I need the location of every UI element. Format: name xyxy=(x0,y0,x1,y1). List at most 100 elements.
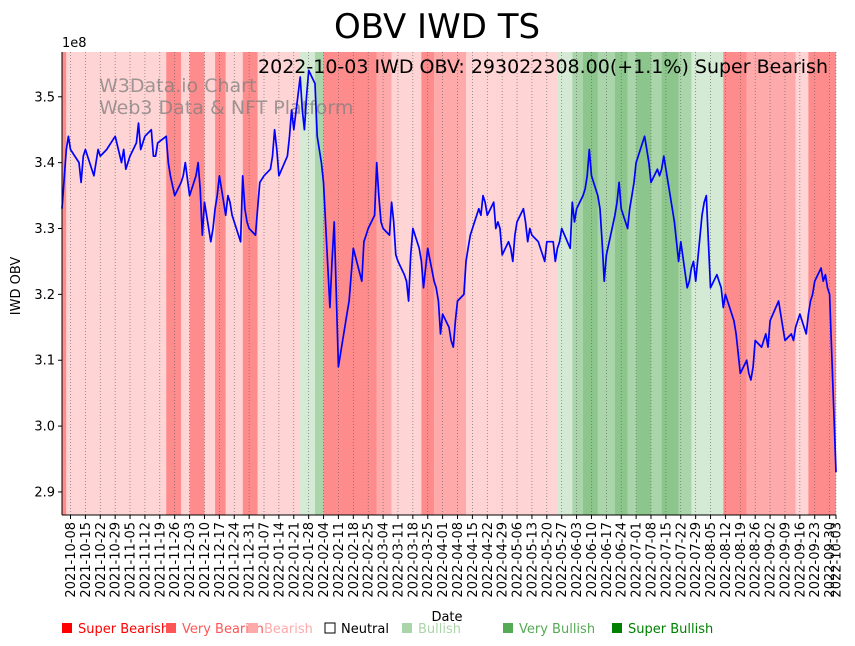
x-tick-label: 2022-05-13 xyxy=(525,522,540,598)
x-tick-label: 2022-06-10 xyxy=(585,522,600,598)
x-tick-label: 2021-10-29 xyxy=(109,522,124,598)
y-axis-label: IWD OBV xyxy=(9,257,24,316)
regime-band xyxy=(376,52,392,515)
x-tick-label: 2021-12-03 xyxy=(183,522,198,598)
regime-band xyxy=(466,52,494,515)
y-scale-label: 1e8 xyxy=(62,36,87,51)
y-tick-label: 3.0 xyxy=(34,420,55,435)
x-tick-label: 2022-08-19 xyxy=(734,522,749,598)
x-tick-label: 2022-04-29 xyxy=(496,522,511,598)
x-tick-label: 2022-06-24 xyxy=(615,522,630,598)
legend-label: Neutral xyxy=(341,622,389,637)
x-ticks: 2021-10-08 2021-10-15 2021-10-22 2021-10-29… xyxy=(64,515,845,598)
x-tick-label: 2021-12-24 xyxy=(228,522,243,598)
x-tick-label: 2022-06-03 xyxy=(570,522,585,598)
y-tick-label: 3.1 xyxy=(34,354,55,369)
y-ticks: 2.9 3.0 3.1 3.2 3.3 3.4 3.5 xyxy=(34,90,62,500)
x-tick-label: 2022-09-16 xyxy=(793,522,808,598)
regime-band xyxy=(795,52,809,515)
legend-swatch xyxy=(166,623,176,633)
regime-band xyxy=(215,52,226,515)
latest-value-annotation: 2022-10-03 IWD OBV: 293022308.00(+1.1%) … xyxy=(258,56,828,78)
x-tick-label: 2022-09-30 xyxy=(823,522,838,598)
x-axis-label: Date xyxy=(431,610,462,625)
x-tick-label: 2022-01-28 xyxy=(302,522,317,598)
regime-band xyxy=(636,52,652,515)
regime-band xyxy=(62,52,67,515)
x-tick-label: 2022-07-15 xyxy=(659,522,674,598)
regime-band xyxy=(678,52,692,515)
x-tick-label: 2021-11-19 xyxy=(153,522,168,598)
regime-band xyxy=(691,52,724,515)
axes xyxy=(61,52,836,516)
y-tick-label: 3.5 xyxy=(34,90,55,105)
x-tick-label: 2022-08-12 xyxy=(719,522,734,598)
x-tick-label: 2022-03-25 xyxy=(421,522,436,598)
regime-band xyxy=(557,52,573,515)
x-tick-label: 2022-02-11 xyxy=(332,522,347,598)
x-tick-label: 2022-07-29 xyxy=(689,522,704,598)
x-tick-label: 2021-11-12 xyxy=(138,522,153,598)
legend-label: Super Bearish xyxy=(78,622,169,637)
regime-band xyxy=(808,52,836,515)
x-tick-label: 2022-05-06 xyxy=(511,522,526,598)
x-tick-label: 2022-03-11 xyxy=(392,522,407,598)
x-tick-label: 2021-10-22 xyxy=(94,522,109,598)
x-tick-label: 2021-10-15 xyxy=(79,522,94,598)
regime-band xyxy=(338,52,377,515)
regime-band xyxy=(572,52,583,515)
y-tick-label: 3.4 xyxy=(34,156,55,171)
legend-swatch xyxy=(503,623,513,633)
x-tick-label: 2021-11-26 xyxy=(168,522,183,598)
legend-swatch xyxy=(612,623,622,633)
x-tick-label: 2022-05-20 xyxy=(540,522,555,598)
x-tick-label: 2022-03-18 xyxy=(406,522,421,598)
x-tick-label: 2022-01-14 xyxy=(272,522,287,598)
x-tick-label: 2022-02-25 xyxy=(362,522,377,598)
regime-band xyxy=(493,52,558,515)
legend-swatch xyxy=(402,623,412,633)
regime-band xyxy=(76,52,167,515)
regime-band xyxy=(582,52,598,515)
regime-band xyxy=(661,52,679,515)
x-tick-label: 2022-02-04 xyxy=(317,522,332,598)
x-tick-label: 2022-09-23 xyxy=(808,522,823,598)
legend-swatch xyxy=(248,623,258,633)
legend: Super Bearish Very Bearish Bearish Neutral B… xyxy=(62,622,713,637)
regime-band xyxy=(181,52,190,515)
x-tick-label: 2021-12-10 xyxy=(198,522,213,598)
x-tick-label: 2021-10-08 xyxy=(64,522,79,598)
x-tick-label: 2022-04-22 xyxy=(481,522,496,598)
legend-label: Super Bullish xyxy=(628,622,713,637)
regime-band xyxy=(242,52,258,515)
regime-band xyxy=(434,52,467,515)
x-tick-label: 2022-09-09 xyxy=(779,522,794,598)
x-tick-label: 2021-12-17 xyxy=(213,522,228,598)
watermark-line-2: Web3 Data & NFT Platform xyxy=(99,97,353,119)
regime-band xyxy=(66,52,77,515)
x-tick-label: 2021-12-31 xyxy=(243,522,258,598)
x-tick-label: 2022-10-03 xyxy=(830,522,845,598)
regime-band xyxy=(627,52,637,515)
x-tick-label: 2022-04-01 xyxy=(436,522,451,598)
legend-label: Bearish xyxy=(264,622,313,637)
legend-label: Very Bearish xyxy=(182,622,264,637)
legend-label: Bullish xyxy=(418,622,461,637)
x-tick-label: 2021-11-05 xyxy=(124,522,139,598)
watermark-line-1: W3Data.io Chart xyxy=(99,75,256,97)
x-tick-label: 2022-01-21 xyxy=(287,522,302,598)
regime-band xyxy=(166,52,182,515)
x-tick-label: 2022-04-08 xyxy=(451,522,466,598)
x-tick-label: 2022-01-07 xyxy=(258,522,273,598)
legend-label: Very Bullish xyxy=(519,622,595,637)
x-tick-label: 2022-03-04 xyxy=(377,522,392,598)
y-tick-label: 2.9 xyxy=(34,485,55,500)
y-tick-label: 3.3 xyxy=(34,222,55,237)
regime-band xyxy=(204,52,216,515)
obv-line xyxy=(61,69,837,473)
x-tick-label: 2022-07-22 xyxy=(674,522,689,598)
x-tick-label: 2022-05-27 xyxy=(555,522,570,598)
x-tick-label: 2022-09-02 xyxy=(764,522,779,598)
x-tick-label: 2022-04-15 xyxy=(466,522,481,598)
